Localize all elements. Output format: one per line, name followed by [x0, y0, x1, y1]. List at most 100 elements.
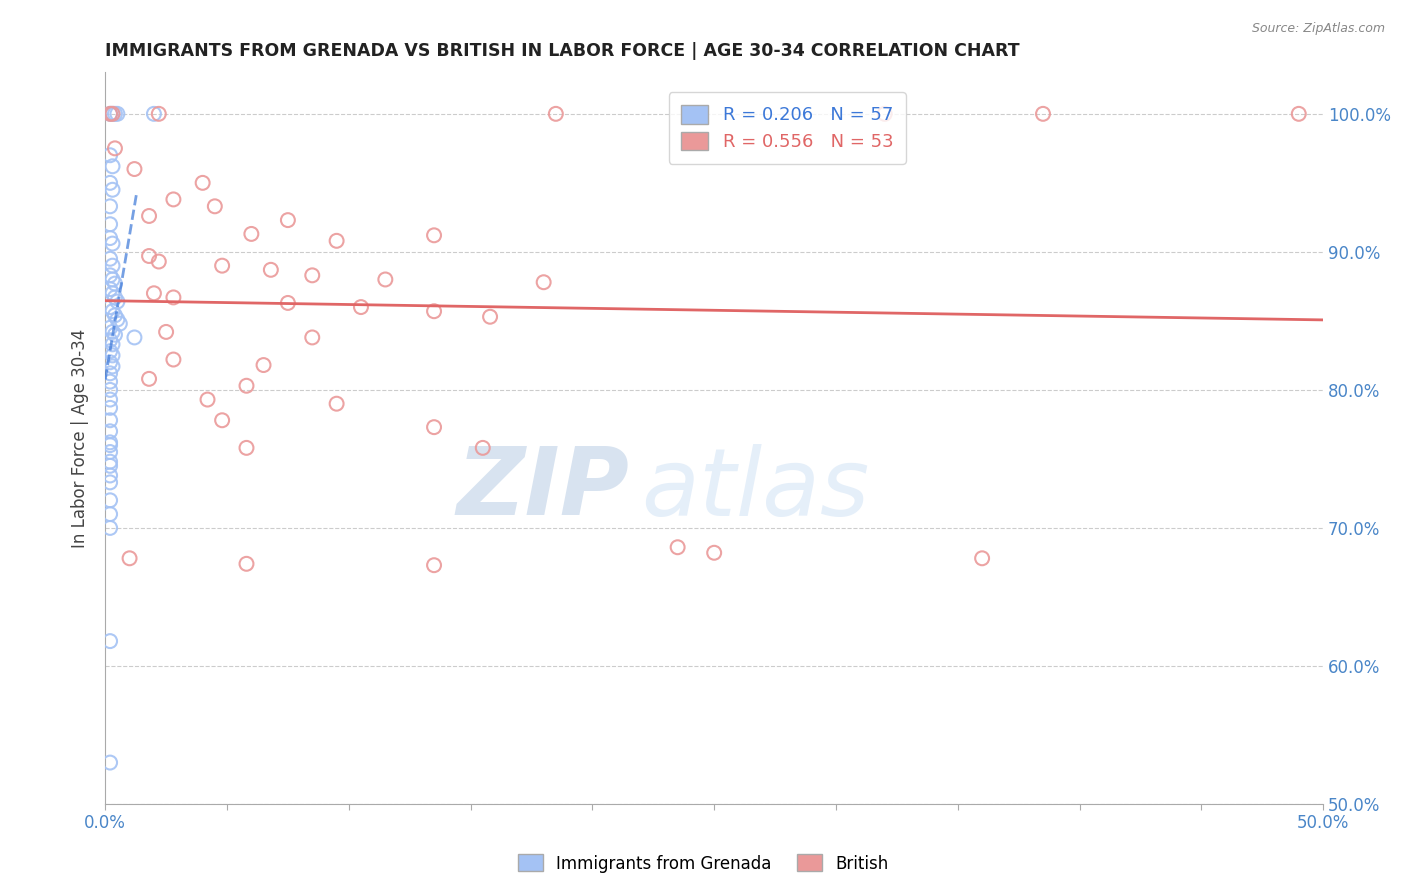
Point [98, 176, 121, 190]
Point [252, 358, 274, 372]
Point [235, 378, 257, 392]
Point [98, 199, 121, 213]
Point [138, 249, 160, 263]
Point [138, 372, 160, 386]
Point [101, 259, 124, 273]
Point [98, 231, 121, 245]
Point [105, 107, 128, 121]
Point [374, 272, 396, 286]
Point [142, 286, 165, 301]
Point [104, 107, 127, 121]
Text: Source: ZipAtlas.com: Source: ZipAtlas.com [1251, 22, 1385, 36]
Point [98, 375, 121, 389]
Point [544, 107, 567, 121]
Point [98, 756, 121, 770]
Point [191, 176, 214, 190]
Point [98, 268, 121, 283]
Point [101, 359, 124, 374]
Point [98, 392, 121, 407]
Point [148, 107, 170, 121]
Point [104, 327, 127, 342]
Legend: R = 0.206   N = 57, R = 0.556   N = 53: R = 0.206 N = 57, R = 0.556 N = 53 [668, 93, 905, 163]
Point [98, 413, 121, 427]
Point [98, 333, 121, 347]
Point [155, 325, 177, 339]
Point [98, 438, 121, 452]
Point [101, 286, 124, 301]
Legend: Immigrants from Grenada, British: Immigrants from Grenada, British [512, 847, 894, 880]
Point [301, 268, 323, 283]
Point [98, 300, 121, 314]
Point [104, 290, 127, 304]
Point [98, 475, 121, 490]
Point [703, 546, 725, 560]
Point [101, 304, 124, 318]
Point [148, 254, 170, 268]
Point [98, 320, 121, 334]
Point [301, 330, 323, 344]
Point [98, 507, 121, 521]
Point [98, 282, 121, 296]
Point [98, 468, 121, 483]
Point [138, 209, 160, 223]
Point [98, 107, 121, 121]
Point [972, 551, 994, 566]
Point [162, 193, 184, 207]
Point [162, 290, 184, 304]
Point [104, 141, 127, 155]
Point [235, 557, 257, 571]
Point [108, 317, 131, 331]
Y-axis label: In Labor Force | Age 30-34: In Labor Force | Age 30-34 [72, 328, 89, 548]
Point [101, 183, 124, 197]
Point [105, 312, 128, 326]
Point [1032, 107, 1054, 121]
Point [423, 420, 446, 434]
Point [98, 493, 121, 508]
Point [98, 521, 121, 535]
Point [873, 107, 896, 121]
Point [101, 337, 124, 351]
Point [211, 413, 233, 427]
Point [533, 275, 555, 289]
Point [423, 304, 446, 318]
Point [423, 558, 446, 573]
Point [98, 107, 121, 121]
Point [211, 259, 233, 273]
Point [350, 300, 373, 314]
Point [101, 272, 124, 286]
Point [101, 107, 124, 121]
Point [98, 445, 121, 459]
Point [124, 162, 146, 177]
Point [104, 277, 127, 291]
Point [235, 441, 257, 455]
Point [162, 352, 184, 367]
Text: IMMIGRANTS FROM GRENADA VS BRITISH IN LABOR FORCE | AGE 30-34 CORRELATION CHART: IMMIGRANTS FROM GRENADA VS BRITISH IN LA… [105, 42, 1019, 60]
Point [101, 325, 124, 339]
Point [197, 392, 219, 407]
Point [98, 435, 121, 450]
Point [260, 262, 283, 277]
Point [98, 425, 121, 439]
Point [98, 634, 121, 648]
Point [142, 107, 165, 121]
Point [277, 296, 299, 310]
Point [325, 234, 347, 248]
Point [104, 309, 127, 323]
Point [98, 458, 121, 473]
Point [101, 107, 124, 121]
Point [98, 401, 121, 415]
Point [325, 397, 347, 411]
Point [105, 294, 128, 309]
Point [666, 541, 689, 555]
Point [98, 455, 121, 469]
Point [471, 441, 494, 455]
Text: ZIP: ZIP [456, 443, 628, 535]
Point [240, 227, 263, 241]
Point [479, 310, 502, 324]
Point [98, 355, 121, 369]
Point [124, 330, 146, 344]
Point [98, 148, 121, 162]
Point [98, 252, 121, 266]
Point [423, 228, 446, 243]
Point [101, 236, 124, 251]
